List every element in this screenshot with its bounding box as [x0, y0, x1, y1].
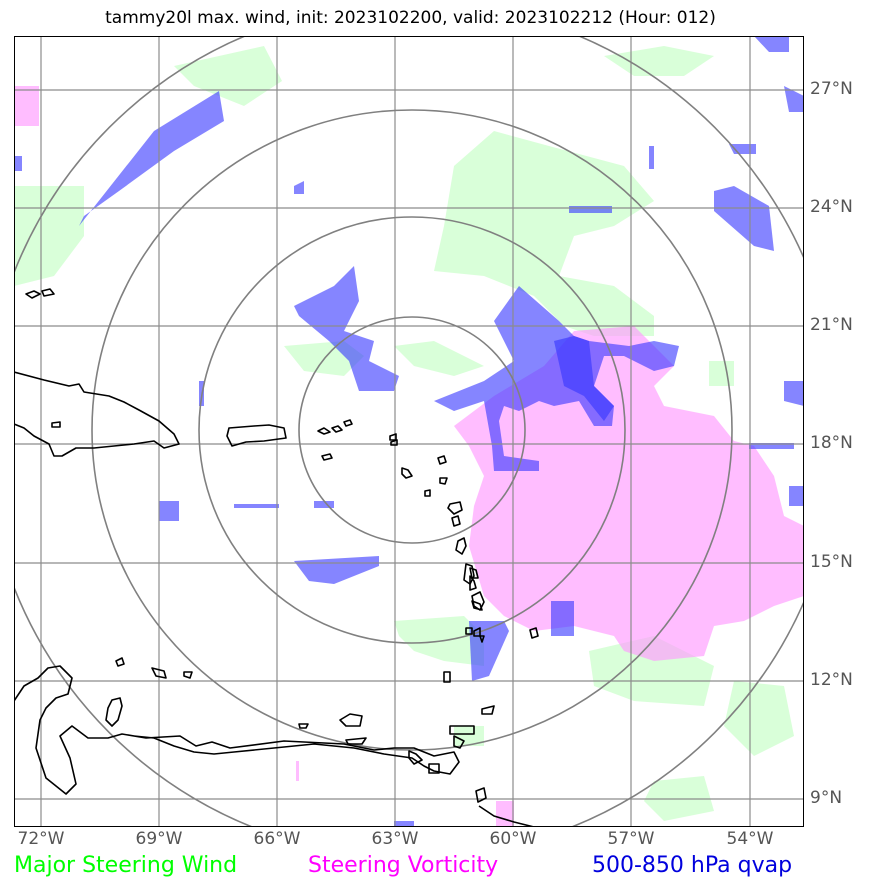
- range-rings: [14, 36, 804, 827]
- map-canvas[interactable]: [14, 36, 804, 827]
- coastlines: [14, 288, 539, 827]
- legend-qvap: 500-850 hPa qvap: [592, 853, 793, 878]
- lon-label-54w: 54°W: [726, 829, 774, 849]
- lat-label-21n: 21°N: [810, 315, 853, 335]
- legend-steering-wind: Major Steering Wind: [14, 853, 238, 878]
- lat-label-15n: 15°N: [810, 552, 853, 572]
- lon-label-60w: 60°W: [489, 829, 537, 849]
- lon-label-72w: 72°W: [17, 829, 65, 849]
- lon-label-66w: 66°W: [253, 829, 301, 849]
- graticule: [14, 36, 804, 827]
- map-title: tammy20l max. wind, init: 2023102200, va…: [105, 8, 716, 28]
- lon-label-57w: 57°W: [607, 829, 655, 849]
- lat-label-24n: 24°N: [810, 197, 853, 217]
- lat-label-9n: 9°N: [810, 788, 843, 808]
- lon-label-69w: 69°W: [135, 829, 183, 849]
- legend-steering-vorticity: Steering Vorticity: [308, 853, 499, 878]
- steering-vorticity-areas: [14, 86, 804, 827]
- lon-label-63w: 63°W: [371, 829, 419, 849]
- lat-label-18n: 18°N: [810, 433, 853, 453]
- lat-label-27n: 27°N: [810, 79, 853, 99]
- map-svg: [14, 36, 804, 827]
- lat-label-12n: 12°N: [810, 670, 853, 690]
